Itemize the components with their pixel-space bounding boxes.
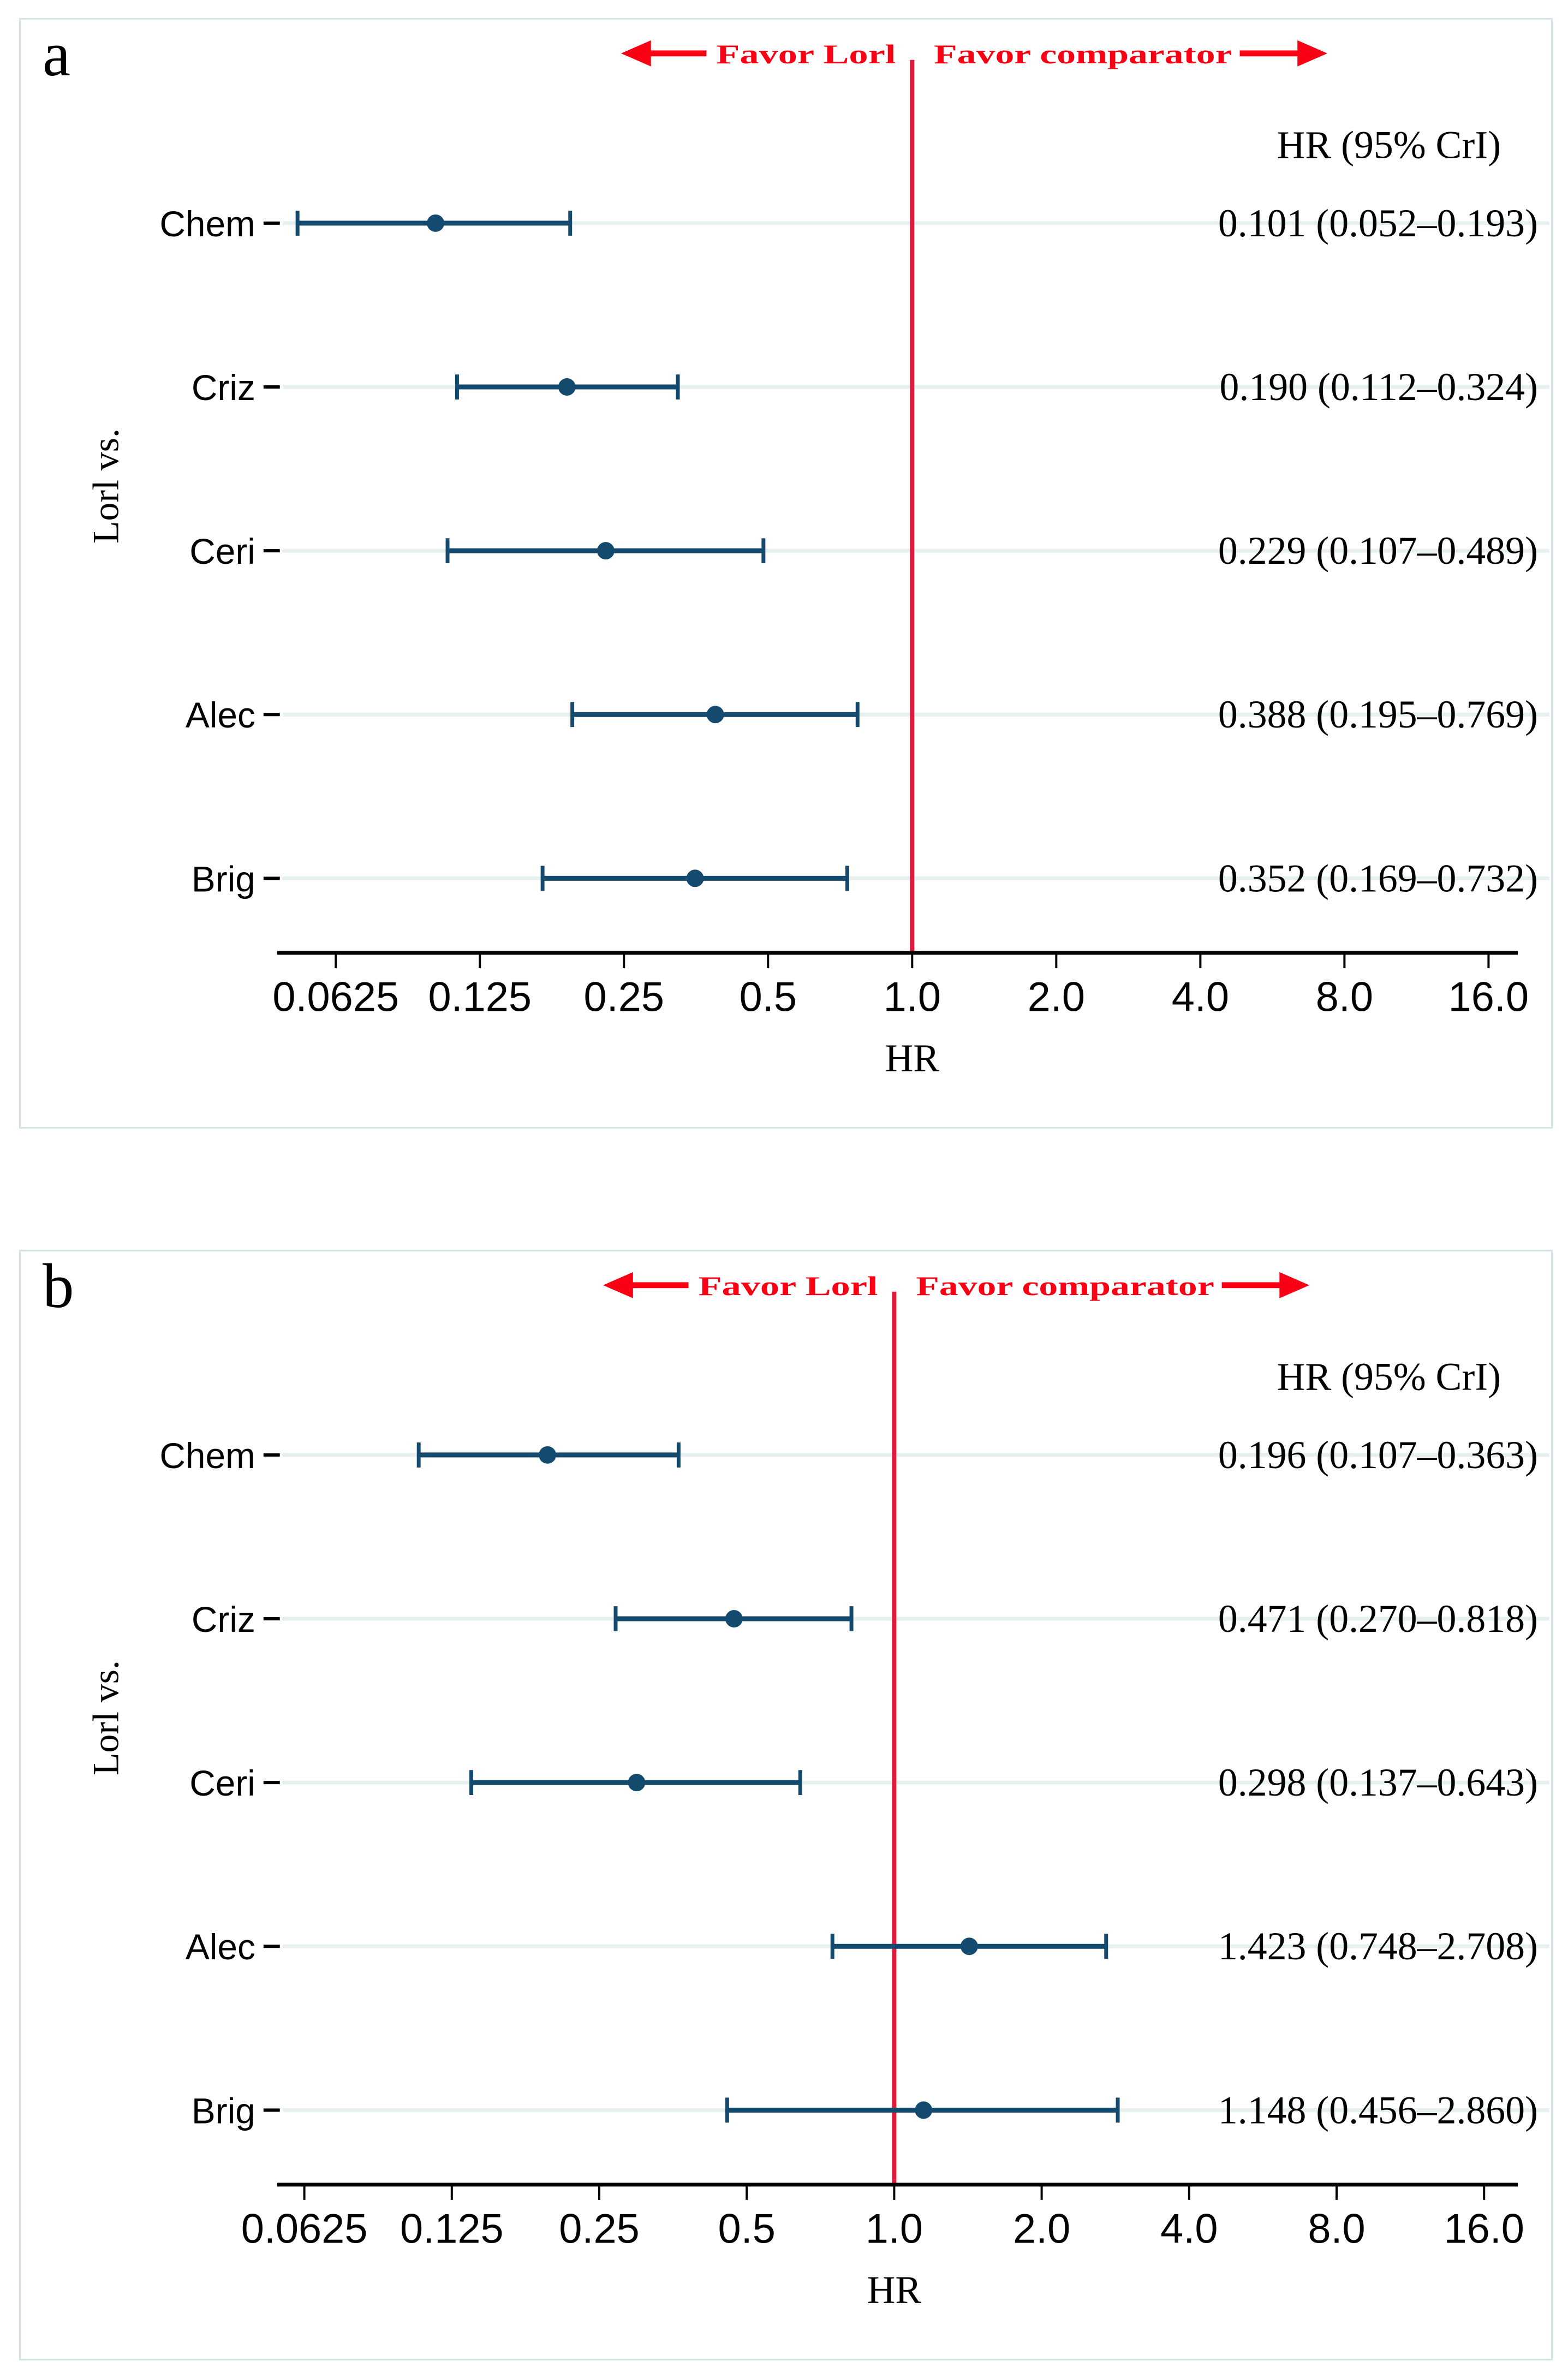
hr-ci-value: 1.148 (0.456–2.860) [1218, 2088, 1538, 2132]
x-axis-title: HR [867, 2268, 922, 2311]
category-label: Ceri [189, 531, 255, 571]
favor-left-label: Favor Lorl [716, 39, 896, 69]
panel-b: b Favor Lorl Favor comparator HR (95% CrI)… [19, 1250, 1553, 2360]
x-tick-label: 0.25 [559, 2206, 639, 2252]
hr-ci-value: 0.298 (0.137–0.643) [1218, 1761, 1538, 1804]
right-arrow-icon [1297, 40, 1328, 67]
category-label: Brig [192, 2090, 255, 2131]
x-tick-label: 0.125 [400, 2206, 504, 2252]
hr-ci-value: 0.388 (0.195–0.769) [1218, 693, 1538, 736]
y-axis-title: Lorl vs. [86, 428, 127, 544]
category-label: Alec [186, 1927, 255, 1967]
left-arrow-icon [621, 40, 651, 67]
x-tick-label: 4.0 [1172, 974, 1229, 1021]
left-arrow-icon [603, 1272, 633, 1298]
x-tick-label: 0.5 [718, 2206, 776, 2252]
hr-ci-column-header: HR (95% CrI) [1277, 1355, 1501, 1398]
favor-right-label: Favor comparator [934, 39, 1232, 69]
hr-point-marker [427, 214, 445, 232]
hr-ci-value: 0.471 (0.270–0.818) [1218, 1597, 1538, 1641]
x-tick-label: 8.0 [1316, 974, 1373, 1021]
x-tick-label: 16.0 [1444, 2206, 1524, 2252]
panel-a-forest-plot: Favor Lorl Favor comparator HR (95% CrI) Ch… [86, 39, 1549, 1080]
hr-point-marker [960, 1937, 978, 1955]
x-tick-label: 8.0 [1308, 2206, 1365, 2252]
x-tick-label: 2.0 [1013, 2206, 1070, 2252]
hr-point-marker [706, 706, 724, 724]
panel-b-letter-label: b [43, 1251, 74, 1321]
x-tick-label: 0.125 [428, 974, 532, 1021]
hr-point-marker [725, 1610, 743, 1627]
hr-ci-value: 1.423 (0.748–2.708) [1218, 1924, 1538, 1968]
x-axis-title: HR [885, 1036, 939, 1080]
category-label: Chem [159, 1435, 255, 1476]
hr-point-marker [539, 1446, 557, 1464]
x-tick-label: 1.0 [866, 2206, 923, 2252]
hr-point-marker [628, 1774, 646, 1792]
favor-right-label: Favor comparator [916, 1271, 1214, 1301]
hr-ci-value: 0.190 (0.112–0.324) [1220, 365, 1538, 409]
x-tick-label: 0.5 [740, 974, 797, 1021]
hr-point-marker [915, 2101, 933, 2119]
x-tick-label: 0.25 [584, 974, 664, 1021]
category-label: Alec [186, 695, 255, 735]
x-tick-label: 1.0 [884, 974, 941, 1021]
hr-ci-column-header: HR (95% CrI) [1277, 123, 1501, 166]
hr-ci-value: 0.229 (0.107–0.489) [1218, 529, 1538, 573]
hr-ci-value: 0.101 (0.052–0.193) [1218, 201, 1538, 245]
hr-point-marker [597, 542, 615, 560]
panel-a: a Favor Lorl Favor comparator HR (95% CrI)… [19, 18, 1553, 1129]
right-arrow-icon [1279, 1272, 1310, 1298]
x-tick-label: 16.0 [1448, 974, 1529, 1021]
category-label: Ceri [189, 1763, 255, 1803]
category-label: Chem [159, 204, 255, 244]
hr-point-marker [686, 869, 704, 887]
panel-b-forest-plot: Favor Lorl Favor comparator HR (95% CrI) Ch… [86, 1271, 1549, 2311]
panel-a-letter-label: a [43, 20, 71, 89]
category-label: Criz [192, 1599, 255, 1639]
y-axis-title: Lorl vs. [86, 1660, 127, 1775]
favor-left-label: Favor Lorl [698, 1271, 878, 1301]
x-tick-label: 4.0 [1160, 2206, 1218, 2252]
hr-point-marker [558, 378, 576, 396]
x-tick-label: 2.0 [1028, 974, 1085, 1021]
category-label: Criz [192, 367, 255, 408]
hr-ci-value: 0.352 (0.169–0.732) [1218, 856, 1538, 900]
hr-ci-value: 0.196 (0.107–0.363) [1218, 1433, 1538, 1477]
x-tick-label: 0.0625 [241, 2206, 368, 2252]
category-label: Brig [192, 858, 255, 899]
x-tick-label: 0.0625 [272, 974, 399, 1021]
